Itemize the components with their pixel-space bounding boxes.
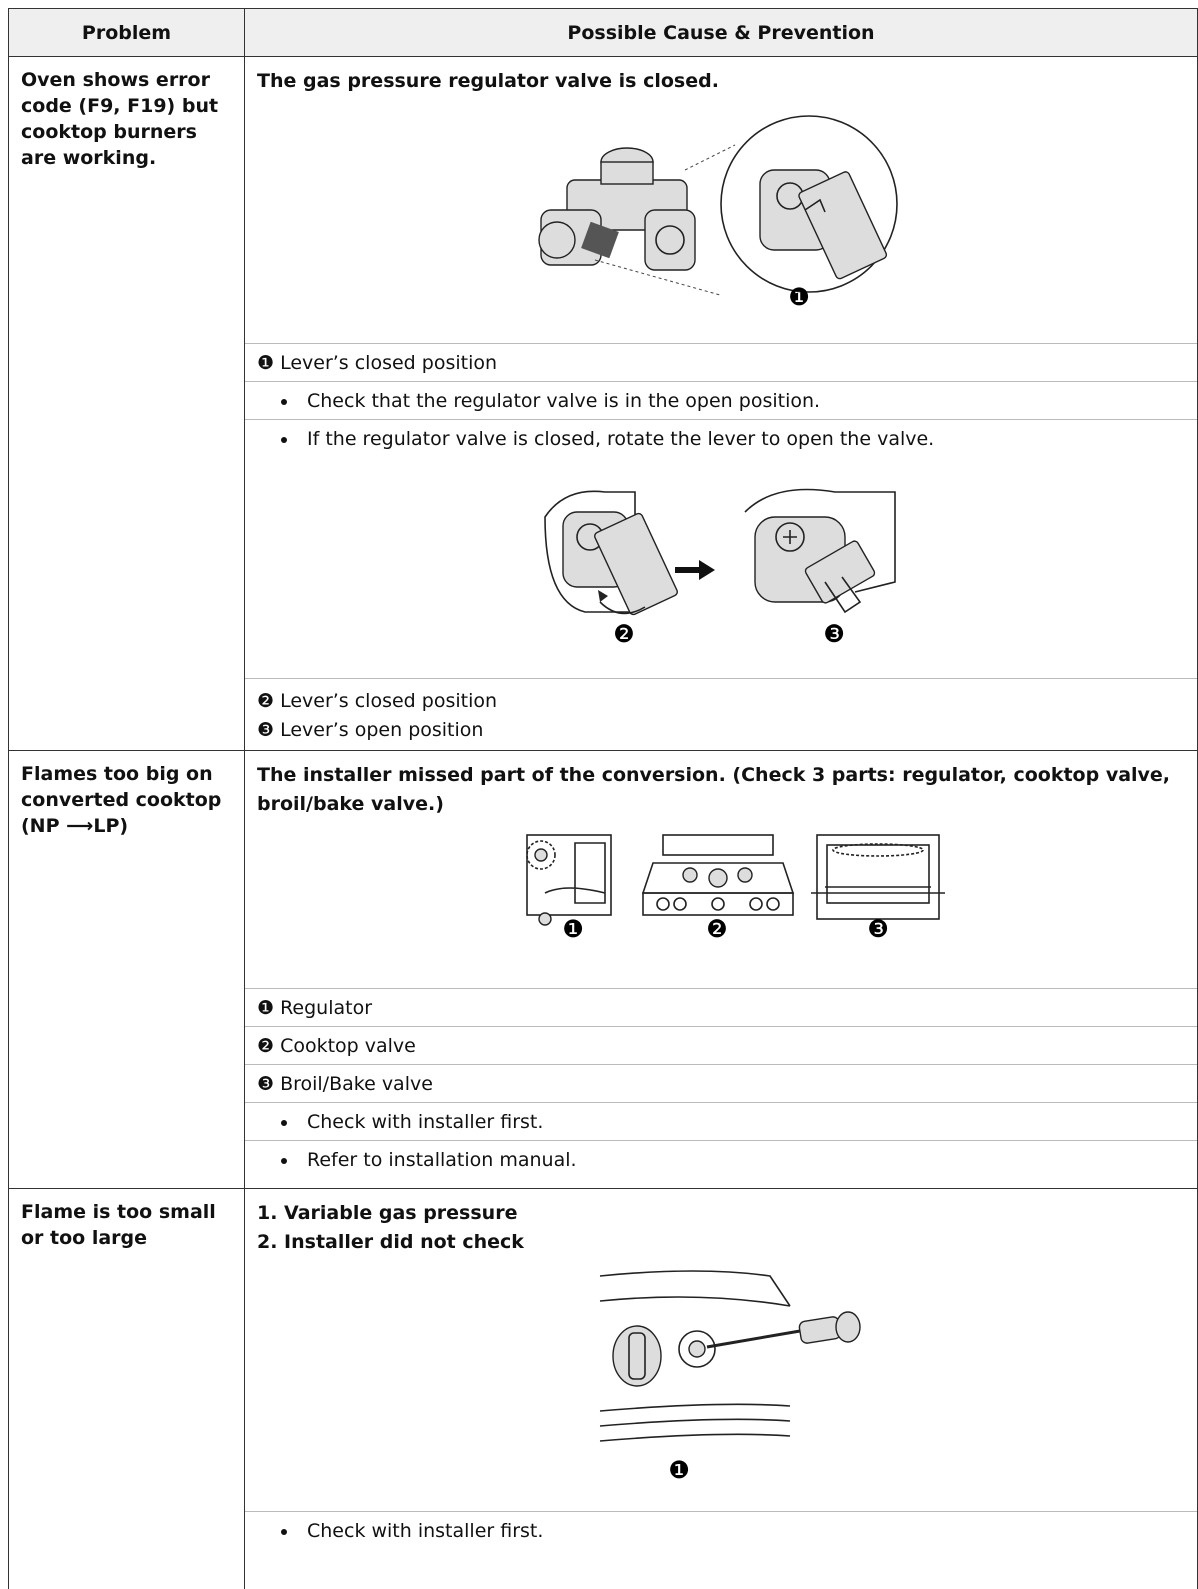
problem: Flames too big on converted cooktop (NP … <box>9 751 245 1188</box>
row: Flame is too small or too large 1. Varia… <box>9 1189 1197 1589</box>
knob-adjust-illustration <box>599 1270 861 1442</box>
figure-marker: ❷ <box>706 915 728 943</box>
figure-marker: ❶ <box>788 283 810 311</box>
figure-marker: ❸ <box>823 620 845 648</box>
figure-marker: ❷ <box>613 620 635 648</box>
conversion-figure: ❶ ❷ ❸ <box>526 834 945 943</box>
cooktop-illustration <box>641 834 795 916</box>
arrow <box>675 560 715 580</box>
header-cell: Problem <box>9 9 245 56</box>
lever-open-illustration <box>744 488 896 614</box>
cause-cell: 1. Variable gas pressure 2. Installer di… <box>245 1189 1197 1589</box>
figure-label: ❸ Broil/Bake valve <box>245 1064 1197 1102</box>
figure-label: ❶ Lever’s closed position <box>245 343 1197 381</box>
figure-label: ❸ Lever’s open position <box>257 719 484 741</box>
figure-marker: ❶ <box>562 915 584 943</box>
regulator-illustration <box>538 144 736 296</box>
cause: 1. Variable gas pressure 2. Installer di… <box>245 1189 1197 1261</box>
bullet: If the regulator valve is closed, rotate… <box>245 419 1197 457</box>
troubleshooting-table: Problem Possible Cause & Prevention Oven… <box>8 8 1198 1589</box>
bullet-list: Check with installer first. <box>245 1511 1197 1549</box>
page: Problem Possible Cause & Prevention Oven… <box>0 0 1198 1550</box>
regulator-figure: ❶ <box>538 115 898 311</box>
cause-line: 2. Installer did not check <box>257 1231 524 1253</box>
row: Flames too big on converted cooktop (NP … <box>9 751 1197 1189</box>
bullet: Check with installer first. <box>245 1511 1197 1549</box>
figure-label: ❷ Cooktop valve <box>245 1026 1197 1064</box>
oven-illustration <box>811 834 945 920</box>
figure-label: ❷ Lever’s closed position <box>257 690 498 712</box>
header-row: Problem Possible Cause & Prevention <box>9 9 1197 57</box>
bullet-list: Check that the regulator valve is in the… <box>245 381 1197 457</box>
problem: Oven shows error code (F9, F19) but cook… <box>9 57 245 750</box>
cause-line: The installer missed part of the convers… <box>257 764 1171 815</box>
regulator-illustration <box>526 834 612 926</box>
figure-labels: ❷ Lever’s closed position ❸ Lever’s open… <box>245 678 1197 753</box>
cause-cell: The installer missed part of the convers… <box>245 751 1197 1188</box>
cause: The installer missed part of the convers… <box>245 751 1197 823</box>
figure-marker: ❶ <box>668 1456 690 1484</box>
bullet-list: Check with installer first. Refer to ins… <box>245 1102 1197 1178</box>
lever-figure: ❷ ❸ <box>544 488 896 648</box>
header-cell: Possible Cause & Prevention <box>567 21 875 44</box>
bullet: Check that the regulator valve is in the… <box>245 381 1197 419</box>
cause-line: 1. Variable gas pressure <box>257 1202 518 1224</box>
cause-cell: The gas pressure regulator valve is clos… <box>245 57 1197 750</box>
row: Oven shows error code (F9, F19) but cook… <box>9 57 1197 751</box>
figure-label: ❶ Regulator <box>245 988 1197 1026</box>
problem: Flame is too small or too large <box>9 1189 245 1589</box>
bullet: Refer to installation manual. <box>245 1140 1197 1178</box>
figure-marker: ❸ <box>867 915 889 943</box>
cause: The gas pressure regulator valve is clos… <box>245 57 1197 100</box>
adjustment-figure: ❶ <box>599 1270 861 1484</box>
zoom-illustration <box>720 115 898 293</box>
cause-line: The gas pressure regulator valve is clos… <box>257 70 719 92</box>
lever-closed-illustration <box>544 490 678 616</box>
bullet: Check with installer first. <box>245 1102 1197 1140</box>
